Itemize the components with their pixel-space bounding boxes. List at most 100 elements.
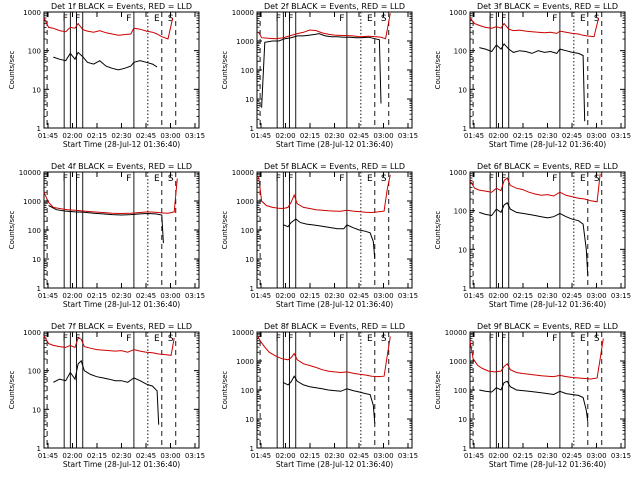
marker-label-f: F: [276, 174, 281, 184]
marker-label-f: F: [552, 334, 557, 344]
x-tick-label: 03:15: [611, 452, 631, 460]
series-lld: [258, 174, 391, 214]
y-tick-label: 1: [463, 285, 467, 293]
marker-label-e: E: [367, 14, 373, 24]
x-tick-label: 02:30: [324, 132, 344, 140]
x-tick-label: 02:15: [87, 452, 107, 460]
y-tick-label: 1000: [23, 9, 41, 17]
x-tick-label: 02:45: [136, 292, 156, 300]
series-lld: [469, 17, 600, 38]
x-tick-label: 01:45: [464, 452, 484, 460]
series-events: [479, 202, 589, 277]
detector-plot-2: Det 2f BLACK = Events, RED = LLD 1 10 100 10…: [221, 2, 418, 149]
plot-title: Det 8f BLACK = Events, RED = LLD: [264, 322, 405, 331]
x-tick-label: 03:15: [185, 292, 205, 300]
y-tick-label: 1: [250, 285, 254, 293]
x-tick-label: 02:00: [488, 132, 508, 140]
x-tick-label: 02:30: [111, 452, 131, 460]
marker-label-s: S: [168, 334, 174, 344]
x-tick-label: 02:15: [513, 292, 533, 300]
x-tick-label: 01:45: [251, 452, 271, 460]
x-tick-label: 02:45: [562, 132, 582, 140]
y-tick-label: 10: [458, 86, 467, 94]
x-tick-label: 01:45: [251, 132, 271, 140]
y-tick-label: 100: [454, 208, 467, 216]
y-tick-label: 100: [28, 48, 41, 56]
plot-title: Det 3f BLACK = Events, RED = LLD: [477, 2, 618, 11]
x-tick-label: 02:00: [275, 292, 295, 300]
series-events: [283, 218, 376, 260]
marker-label-e: E: [154, 334, 160, 344]
y-tick-label: 10: [458, 416, 467, 424]
y-tick-label: 1: [37, 285, 41, 293]
y-tick-label: 100: [28, 368, 41, 376]
marker-label-f: F: [63, 14, 68, 24]
plot-title: Det 4f BLACK = Events, RED = LLD: [51, 162, 192, 171]
marker-label-f: F: [63, 334, 68, 344]
marker-label-f: F: [276, 14, 281, 24]
plot-title: Det 1f BLACK = Events, RED = LLD: [51, 2, 192, 11]
y-tick-label: 1000: [449, 358, 467, 366]
x-tick-label: 03:15: [398, 292, 418, 300]
x-tick-label: 02:45: [562, 292, 582, 300]
detector-plot-1: Det 1f BLACK = Events, RED = LLD 1 10 100 10…: [8, 2, 205, 149]
y-axis-label: Counts/sec: [434, 211, 442, 250]
marker-label-f: F: [339, 14, 344, 24]
marker-label-f: F: [339, 174, 344, 184]
series-lld: [258, 13, 391, 40]
y-tick-label: 1000: [236, 358, 254, 366]
series-events: [479, 380, 589, 422]
x-axis-label: Start Time (28-Jul-12 01:36:40): [489, 140, 606, 149]
y-tick-label: 10000: [232, 169, 254, 177]
y-tick-label: 100: [241, 387, 254, 395]
x-tick-label: 03:15: [611, 292, 631, 300]
marker-label-e: E: [580, 334, 586, 344]
y-tick-label: 1: [250, 125, 254, 133]
y-tick-label: 1000: [236, 198, 254, 206]
marker-label-f: F: [276, 334, 281, 344]
y-tick-label: 10: [32, 86, 41, 94]
plot-title: Det 7f BLACK = Events, RED = LLD: [51, 322, 192, 331]
x-tick-label: 02:45: [136, 132, 156, 140]
y-tick-label: 100: [28, 227, 41, 235]
marker-label-f: F: [126, 174, 131, 184]
marker-label-f: F: [552, 174, 557, 184]
y-tick-label: 1: [250, 445, 254, 453]
x-axis-label: Start Time (28-Jul-12 01:36:40): [489, 460, 606, 469]
x-tick-label: 02:45: [136, 452, 156, 460]
x-tick-label: 03:00: [586, 132, 606, 140]
x-tick-label: 02:00: [488, 292, 508, 300]
series-lld: [469, 173, 601, 203]
x-tick-label: 02:30: [324, 452, 344, 460]
x-tick-label: 03:15: [398, 452, 418, 460]
y-tick-label: 1: [463, 445, 467, 453]
y-tick-label: 1000: [449, 169, 467, 177]
y-tick-label: 1000: [23, 329, 41, 337]
series-events: [283, 375, 376, 424]
detector-plot-7: Det 7f BLACK = Events, RED = LLD 1 10 100 10…: [8, 322, 205, 469]
y-axis-label: Counts/sec: [434, 51, 442, 90]
y-axis-label: Counts/sec: [8, 211, 16, 250]
marker-label-s: S: [594, 334, 600, 344]
y-axis-label: Counts/sec: [434, 371, 442, 410]
marker-label-s: S: [168, 14, 174, 24]
x-tick-label: 02:00: [488, 452, 508, 460]
x-tick-label: 01:45: [251, 292, 271, 300]
marker-label-f: F: [489, 334, 494, 344]
y-tick-label: 1: [37, 125, 41, 133]
y-tick-label: 100: [454, 387, 467, 395]
detector-plot-5: Det 5f BLACK = Events, RED = LLD 1 10 100 10…: [221, 162, 418, 309]
y-tick-label: 1: [37, 445, 41, 453]
x-tick-label: 01:45: [464, 132, 484, 140]
series-lld: [43, 335, 175, 356]
x-axis-label: Start Time (28-Jul-12 01:36:40): [63, 140, 180, 149]
x-tick-label: 02:45: [562, 452, 582, 460]
series-events: [479, 43, 586, 122]
series-lld: [256, 334, 391, 378]
plot-title: Det 2f BLACK = Events, RED = LLD: [264, 2, 405, 11]
x-tick-label: 02:45: [349, 452, 369, 460]
x-tick-label: 03:00: [160, 292, 180, 300]
marker-label-s: S: [594, 14, 600, 24]
marker-label-f: F: [501, 14, 506, 24]
